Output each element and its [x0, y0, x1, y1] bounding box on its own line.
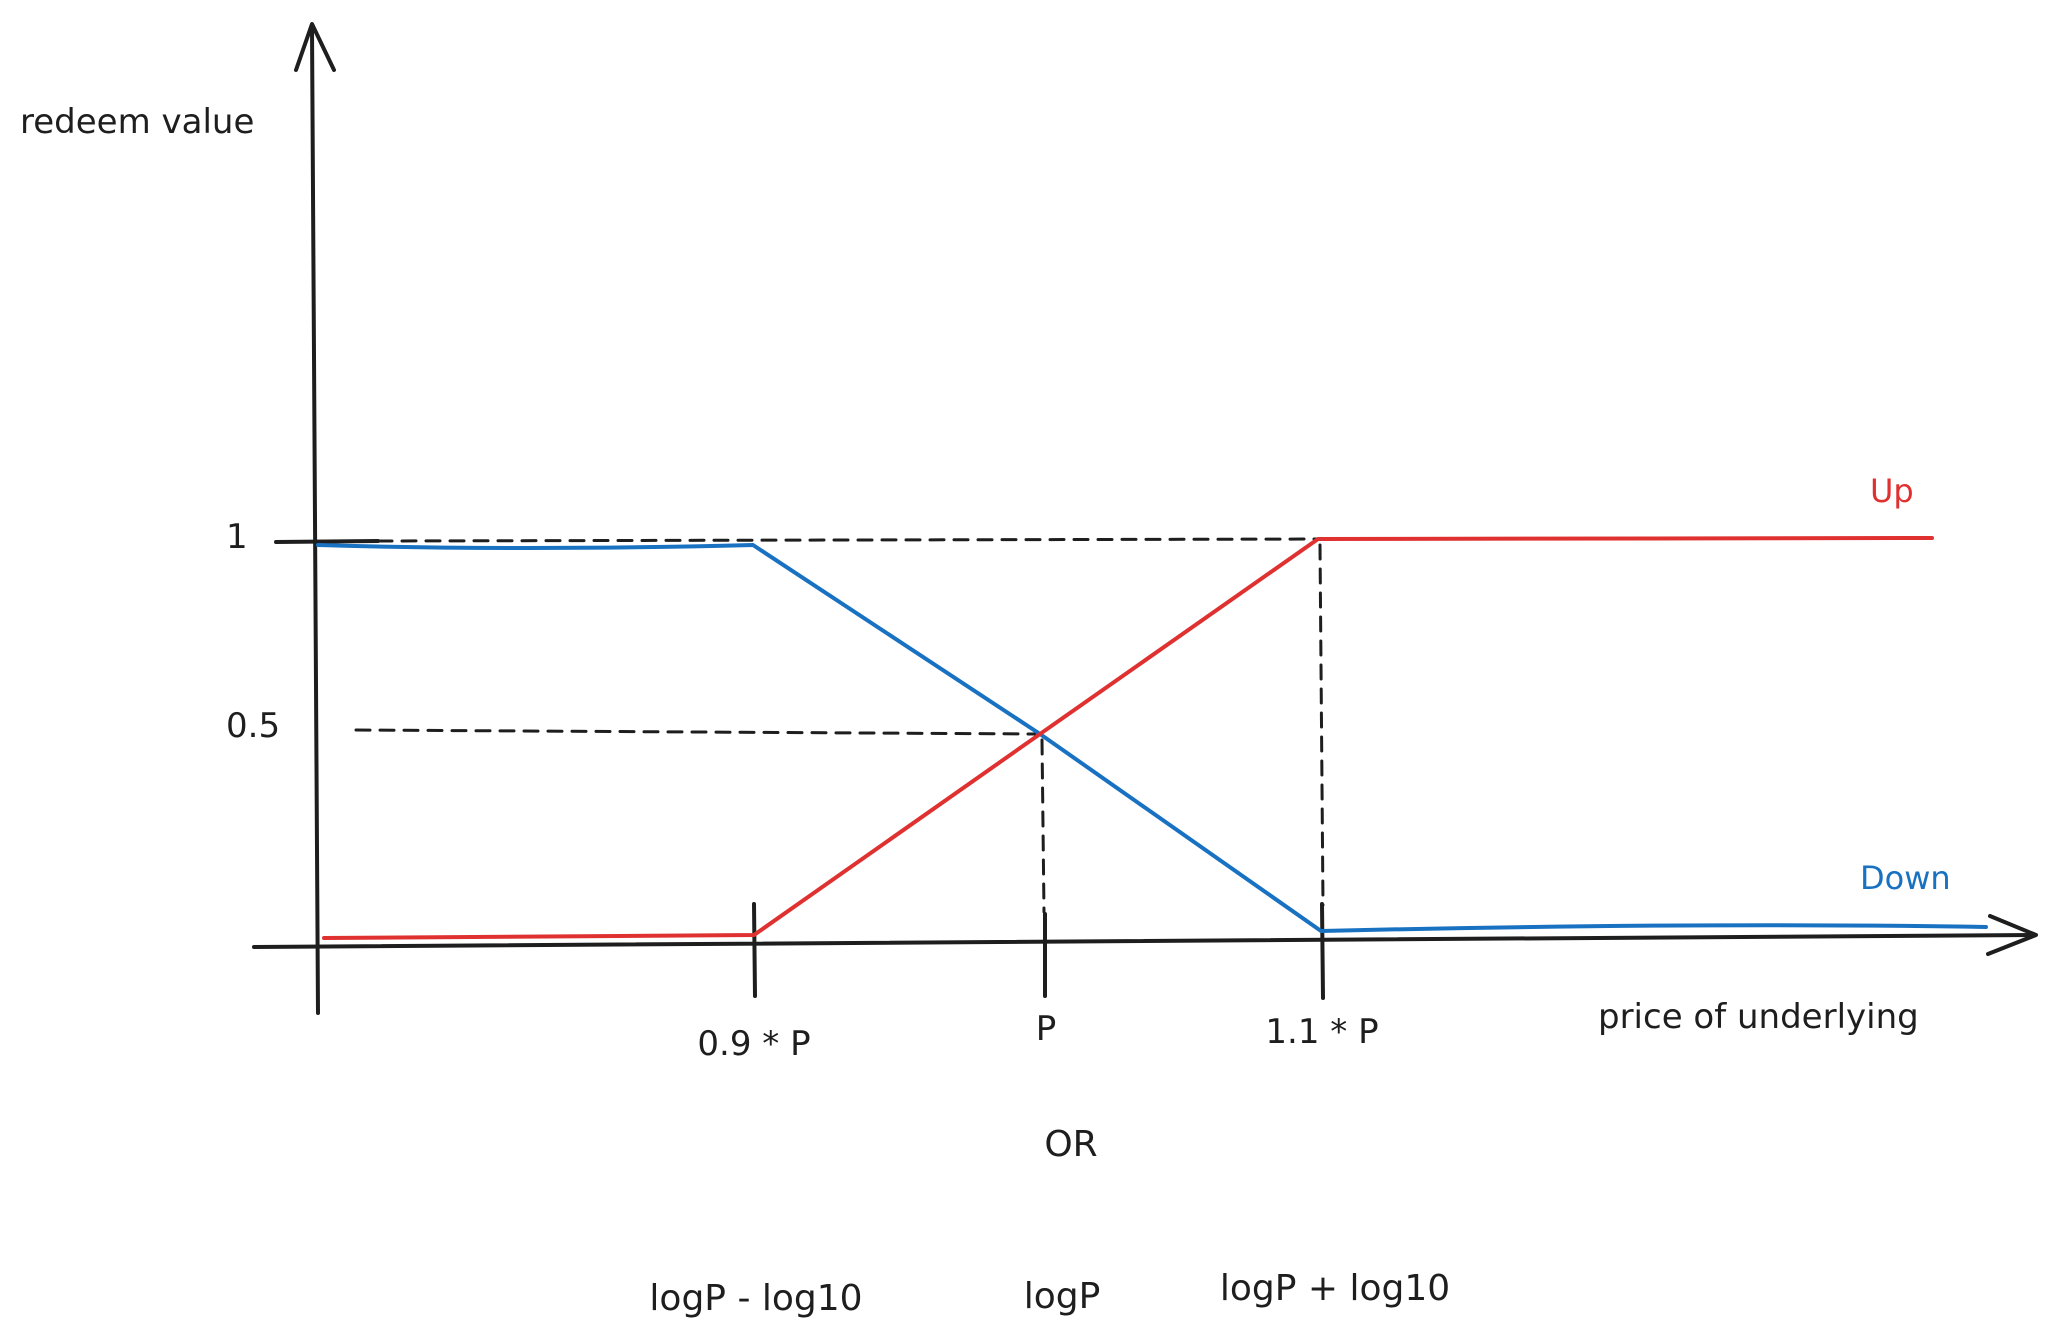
- y-axis-line: [310, 26, 320, 1015]
- x-tick-label-p: P: [1036, 1009, 1057, 1049]
- series-down-line: [316, 543, 1988, 933]
- guides: [354, 537, 1325, 914]
- alt-tick-label-low: logP - log10: [649, 1278, 862, 1319]
- y-axis-label: redeem value: [20, 102, 254, 142]
- alt-tick-label-high: logP + log10: [1220, 1268, 1450, 1309]
- x-axis: [252, 902, 2038, 1000]
- series-up: [322, 536, 1934, 940]
- or-separator: OR: [1044, 1124, 1097, 1165]
- x-axis-label: price of underlying: [1598, 997, 1919, 1037]
- x-tick-label-0.9p: 0.9 * P: [697, 1024, 810, 1064]
- x-axis-arrowhead: [1986, 914, 2038, 956]
- guide-1.1p-vertical: [1318, 543, 1325, 907]
- series-label-down: Down: [1860, 859, 1951, 897]
- series-down: [316, 543, 1988, 933]
- x-tick-1.1p-mark: [1320, 902, 1325, 1000]
- y-axis: [274, 22, 380, 1015]
- series-up-line: [322, 536, 1934, 940]
- x-tick-0.9p-mark: [752, 902, 757, 998]
- y-axis-arrowhead: [294, 22, 336, 72]
- y-tick-label-1: 1: [226, 517, 248, 557]
- y-tick-label-0.5: 0.5: [226, 706, 280, 746]
- series-label-up: Up: [1870, 472, 1914, 510]
- x-tick-label-1.1p: 1.1 * P: [1265, 1012, 1378, 1052]
- y-tick-1-mark: [274, 539, 380, 544]
- guide-p-vertical: [1040, 738, 1046, 914]
- x-axis-line: [252, 933, 2036, 949]
- guide-y1-horizontal: [376, 537, 1324, 543]
- alt-tick-label-mid: logP: [1024, 1276, 1101, 1317]
- guide-y0.5-horizontal: [354, 728, 1040, 736]
